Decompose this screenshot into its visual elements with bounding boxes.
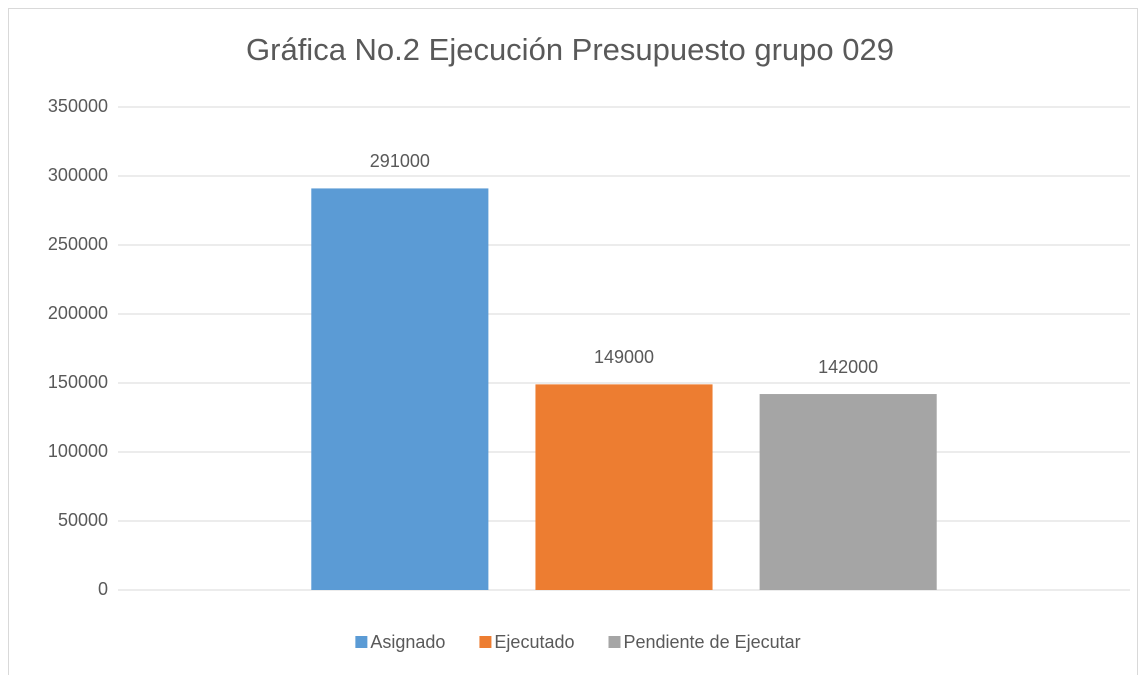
y-tick-label: 300000 xyxy=(48,165,108,185)
data-label: 142000 xyxy=(818,357,878,377)
y-tick-label: 0 xyxy=(98,579,108,599)
y-tick-label: 250000 xyxy=(48,234,108,254)
y-tick-label: 150000 xyxy=(48,372,108,392)
legend-swatch xyxy=(479,636,492,648)
legend-label: Asignado xyxy=(370,632,445,652)
bar xyxy=(311,188,489,591)
legend-label: Ejecutado xyxy=(494,632,574,652)
y-tick-label: 50000 xyxy=(58,510,108,530)
bar xyxy=(759,394,937,590)
y-tick-label: 100000 xyxy=(48,441,108,461)
data-label: 149000 xyxy=(594,347,654,367)
chart-title: Gráfica No.2 Ejecución Presupuesto grupo… xyxy=(246,32,894,67)
legend-label: Pendiente de Ejecutar xyxy=(623,632,800,652)
y-tick-label: 350000 xyxy=(48,96,108,116)
bar xyxy=(535,384,713,590)
y-tick-label: 200000 xyxy=(48,303,108,323)
legend-swatch xyxy=(355,636,368,648)
legend-swatch xyxy=(608,636,621,648)
data-label: 291000 xyxy=(370,151,430,171)
